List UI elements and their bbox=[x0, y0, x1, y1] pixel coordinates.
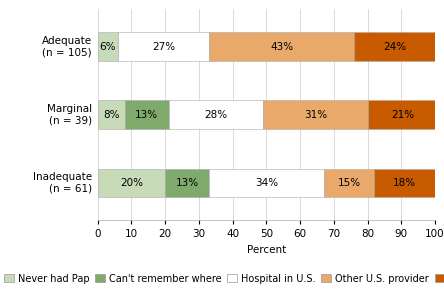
Bar bbox=[98, 169, 165, 197]
X-axis label: Percent: Percent bbox=[247, 245, 286, 255]
Bar bbox=[169, 100, 263, 129]
Bar bbox=[263, 100, 368, 129]
Bar bbox=[209, 169, 324, 197]
Bar bbox=[165, 169, 209, 197]
Bar bbox=[374, 169, 435, 197]
Legend: Never had Pap, Can't remember where, Hospital in U.S., Other U.S. provider, In h: Never had Pap, Can't remember where, Hos… bbox=[2, 272, 444, 285]
Bar bbox=[368, 100, 439, 129]
Text: 13%: 13% bbox=[135, 110, 158, 120]
Bar bbox=[98, 100, 125, 129]
Text: 24%: 24% bbox=[383, 42, 406, 52]
Text: 8%: 8% bbox=[103, 110, 119, 120]
Text: 20%: 20% bbox=[120, 178, 143, 188]
Bar bbox=[354, 32, 435, 61]
Text: 27%: 27% bbox=[152, 42, 175, 52]
Bar bbox=[209, 32, 354, 61]
Bar bbox=[324, 169, 374, 197]
Text: 28%: 28% bbox=[204, 110, 227, 120]
Text: 21%: 21% bbox=[392, 110, 415, 120]
Text: 34%: 34% bbox=[255, 178, 278, 188]
Bar bbox=[118, 32, 209, 61]
Text: 43%: 43% bbox=[270, 42, 293, 52]
Text: 31%: 31% bbox=[304, 110, 327, 120]
Bar bbox=[98, 32, 118, 61]
Text: 15%: 15% bbox=[337, 178, 361, 188]
Text: 18%: 18% bbox=[393, 178, 416, 188]
Text: 6%: 6% bbox=[99, 42, 116, 52]
Bar bbox=[125, 100, 169, 129]
Text: 13%: 13% bbox=[175, 178, 198, 188]
